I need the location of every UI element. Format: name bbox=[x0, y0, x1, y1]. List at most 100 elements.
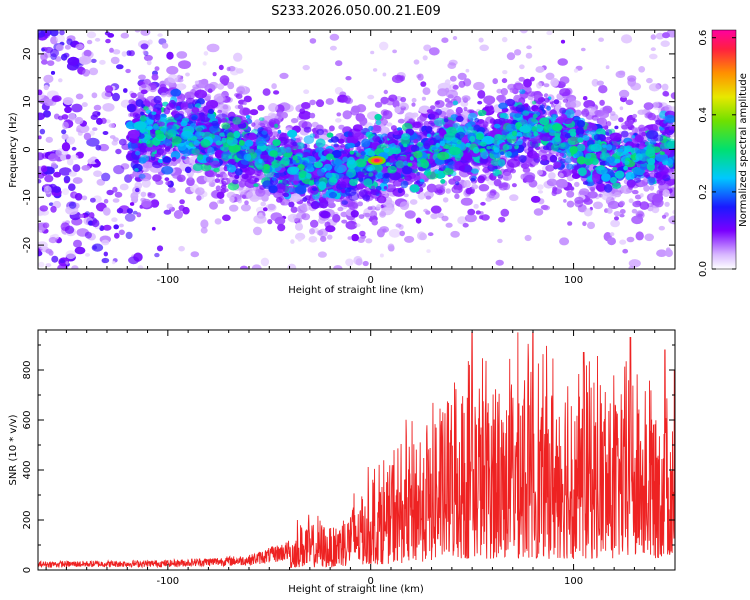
heatmap-cell bbox=[582, 96, 588, 101]
heatmap-cell bbox=[426, 183, 437, 193]
heatmap-cell bbox=[243, 95, 252, 103]
heatmap-cell bbox=[440, 179, 446, 184]
heatmap-cell bbox=[429, 105, 436, 110]
heatmap-cell bbox=[102, 131, 109, 135]
heatmap-cell bbox=[137, 265, 144, 269]
heatmap-cell bbox=[342, 110, 352, 120]
heatmap-cell bbox=[455, 181, 460, 186]
heatmap-cell bbox=[130, 192, 139, 201]
heatmap-cell bbox=[57, 264, 68, 269]
heatmap-cell bbox=[294, 232, 306, 241]
heatmap-cell bbox=[157, 33, 163, 37]
heatmap-cell bbox=[204, 83, 216, 93]
heatmap-cell bbox=[38, 135, 42, 140]
heatmap-cell bbox=[126, 103, 136, 113]
heatmap-cell bbox=[563, 199, 567, 203]
heatmap-cell bbox=[196, 195, 202, 201]
heatmap-cell bbox=[371, 185, 376, 190]
heatmap-cell bbox=[367, 206, 373, 211]
heatmap-cell bbox=[425, 126, 433, 131]
heatmap-cell bbox=[416, 141, 424, 148]
heatmap-cell bbox=[216, 191, 225, 199]
heatmap-cell bbox=[275, 173, 280, 179]
heatmap-cell bbox=[409, 184, 420, 193]
heatmap-cell bbox=[496, 94, 505, 102]
heatmap-cell bbox=[566, 163, 574, 170]
heatmap-cell bbox=[38, 152, 45, 161]
heatmap-cell bbox=[65, 154, 72, 160]
heatmap-cell bbox=[233, 52, 243, 62]
heatmap-cell bbox=[251, 264, 262, 269]
heatmap-cell bbox=[535, 66, 545, 73]
heatmap-cell bbox=[550, 103, 555, 108]
heatmap-cell bbox=[470, 177, 476, 182]
heatmap-cell bbox=[291, 118, 299, 124]
heatmap-cell bbox=[444, 79, 451, 86]
heatmap-cell bbox=[379, 253, 384, 258]
heatmap-cell bbox=[101, 257, 110, 264]
heatmap-cell bbox=[276, 197, 283, 203]
heatmap-cell bbox=[135, 187, 140, 193]
heatmap-cell bbox=[596, 80, 604, 86]
heatmap-cell bbox=[421, 96, 426, 101]
heatmap-cell bbox=[138, 173, 146, 179]
heatmap-cell bbox=[104, 85, 114, 93]
heatmap-cell bbox=[404, 210, 416, 219]
heatmap-cell bbox=[66, 136, 76, 145]
heatmap-cell bbox=[337, 138, 345, 144]
heatmap-cell bbox=[128, 50, 135, 57]
heatmap-cell bbox=[176, 51, 188, 59]
heatmap-cell bbox=[253, 214, 267, 224]
heatmap-cell bbox=[62, 97, 74, 106]
heatmap-cell bbox=[591, 78, 599, 87]
heatmap-cell bbox=[464, 213, 477, 223]
heatmap-cell bbox=[341, 200, 349, 206]
heatmap-cell bbox=[194, 89, 208, 99]
heatmap-cell bbox=[178, 60, 191, 69]
heatmap-cell bbox=[285, 146, 292, 153]
heatmap-cell bbox=[94, 159, 100, 163]
heatmap-cell bbox=[114, 232, 120, 239]
heatmap-cell bbox=[380, 109, 389, 116]
heatmap-cell bbox=[663, 92, 670, 97]
heatmap-cell bbox=[423, 44, 432, 52]
heatmap-cell bbox=[136, 212, 142, 218]
heatmap-cell bbox=[68, 201, 77, 209]
heatmap-cell bbox=[79, 213, 84, 218]
heatmap-cell bbox=[185, 72, 190, 77]
heatmap-cell bbox=[467, 109, 473, 114]
heatmap-cell bbox=[582, 181, 589, 185]
heatmap-cell bbox=[76, 124, 90, 134]
heatmap-cell bbox=[114, 191, 123, 198]
heatmap-cell bbox=[452, 175, 461, 182]
heatmap-cell bbox=[275, 183, 286, 194]
heatmap-cell bbox=[112, 186, 118, 193]
heatmap-cell bbox=[100, 117, 107, 124]
heatmap-cell bbox=[435, 100, 440, 105]
heatmap-cell bbox=[670, 92, 675, 100]
heatmap-cell bbox=[648, 124, 658, 132]
heatmap-cell bbox=[353, 132, 365, 140]
heatmap-cell bbox=[81, 195, 88, 201]
heatmap-cell bbox=[70, 154, 79, 161]
heatmap-cell bbox=[112, 198, 120, 203]
heatmap-cell bbox=[50, 162, 57, 169]
heatmap-cell bbox=[504, 98, 516, 107]
heatmap-cell bbox=[609, 132, 622, 142]
heatmap-cell bbox=[660, 40, 670, 47]
heatmap-cell bbox=[437, 189, 443, 194]
heatmap-cell bbox=[527, 150, 534, 157]
heatmap-cell bbox=[234, 174, 240, 179]
heatmap-cell bbox=[251, 122, 256, 127]
heatmap-cell bbox=[566, 190, 575, 198]
heatmap-cell bbox=[101, 90, 112, 100]
heatmap-cell bbox=[234, 168, 243, 176]
heatmap-cell bbox=[74, 193, 83, 201]
heatmap-cell bbox=[299, 108, 306, 114]
heatmap-cell bbox=[336, 112, 342, 117]
heatmap-cell bbox=[101, 239, 110, 246]
heatmap-cell bbox=[61, 129, 67, 135]
heatmap-cell bbox=[457, 72, 467, 80]
heatmap-cell bbox=[388, 228, 401, 238]
heatmap-cell bbox=[444, 98, 450, 103]
